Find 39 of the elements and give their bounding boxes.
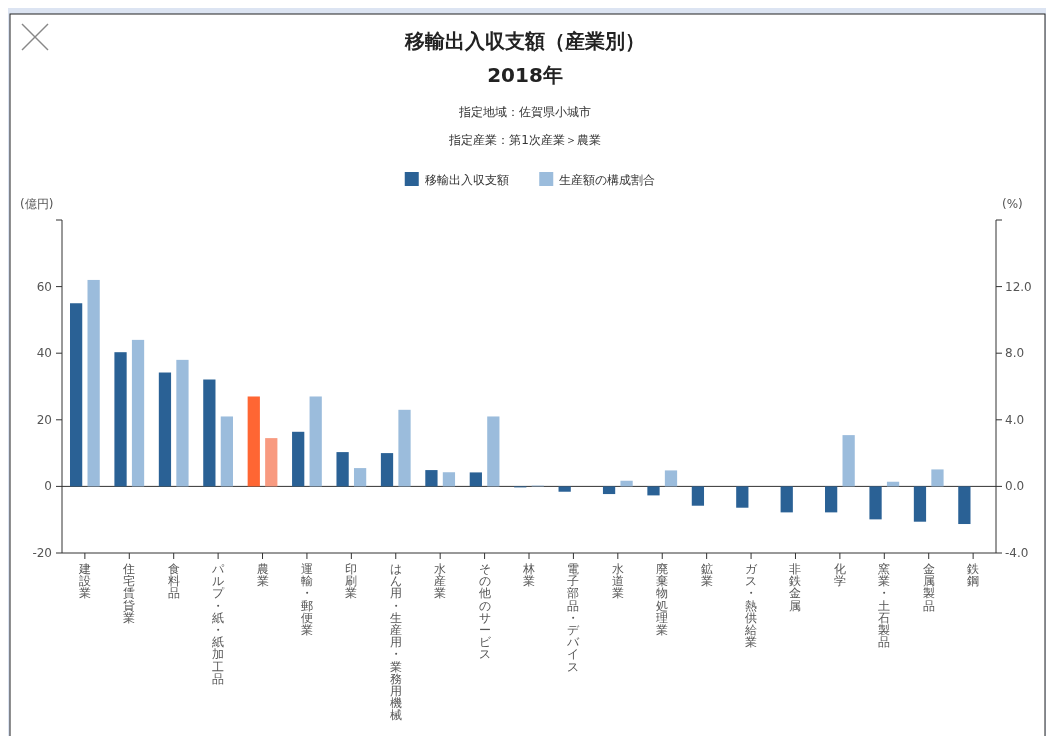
x-tick-label: 林業: [522, 562, 535, 589]
y2-tick-label: 12.0: [1005, 279, 1032, 294]
y-tick-label: -20: [32, 546, 52, 560]
chart-title: 移輸出入収支額（産業別）: [404, 29, 645, 53]
x-tick-label: 水産業: [434, 562, 447, 601]
x-tick-label: 建設業: [77, 562, 91, 601]
y2-tick-label: -4.0: [1005, 546, 1029, 560]
x-tick-label: 窯業・土石製品: [878, 562, 891, 650]
y2-axis-title: (%): [1002, 197, 1023, 211]
text: 指定産業：第1次産業＞農業: [448, 133, 601, 147]
y-tick-label: 60: [36, 279, 52, 294]
category-label: パルプ・紙・紙加工品: [212, 562, 225, 686]
y2-tick-label: 4.0: [1005, 412, 1025, 427]
y2-tick-label: 0.0: [1005, 479, 1025, 494]
chart-subtitle: 2018年: [487, 63, 563, 87]
y-tick-label: 20: [36, 412, 52, 427]
x-tick-label: 印刷業: [345, 562, 358, 601]
x-tick-label: 住宅賃貸業: [122, 562, 136, 625]
x-tick-label: 鉄鋼: [967, 562, 980, 589]
x-tick-label: 食料品: [167, 562, 180, 601]
y2-tick-label: 8.0: [1005, 346, 1025, 361]
x-tick-label: 水道業: [611, 562, 624, 601]
x-tick-label: 非鉄金属: [789, 562, 802, 613]
category-label: はん用・生産用・業務用機械: [389, 562, 402, 723]
x-tick-label: 運輸・郵便業: [300, 562, 313, 637]
x-tick-label: 化学: [833, 562, 846, 589]
category-label: 電子部品・デバイス: [567, 562, 580, 674]
y-tick-label: 40: [36, 346, 52, 361]
y-axis-title: (億円): [20, 197, 54, 211]
text: 指定地域：佐賀県小城市: [458, 105, 591, 119]
x-tick-label: 金属製品: [922, 562, 935, 613]
x-tick-label: 鉱業: [700, 562, 713, 589]
x-tick-label: ガス・熱供給業: [744, 562, 759, 650]
x-tick-label: その他のサービス: [478, 562, 492, 662]
legend-label: 生産額の構成割合: [559, 173, 656, 187]
x-tick-label: 廃棄物処理業: [656, 562, 669, 637]
legend-label: 移輸出入収支額: [424, 173, 509, 187]
x-tick-label: 農業: [256, 562, 269, 589]
y-tick-label: 0: [44, 479, 52, 494]
